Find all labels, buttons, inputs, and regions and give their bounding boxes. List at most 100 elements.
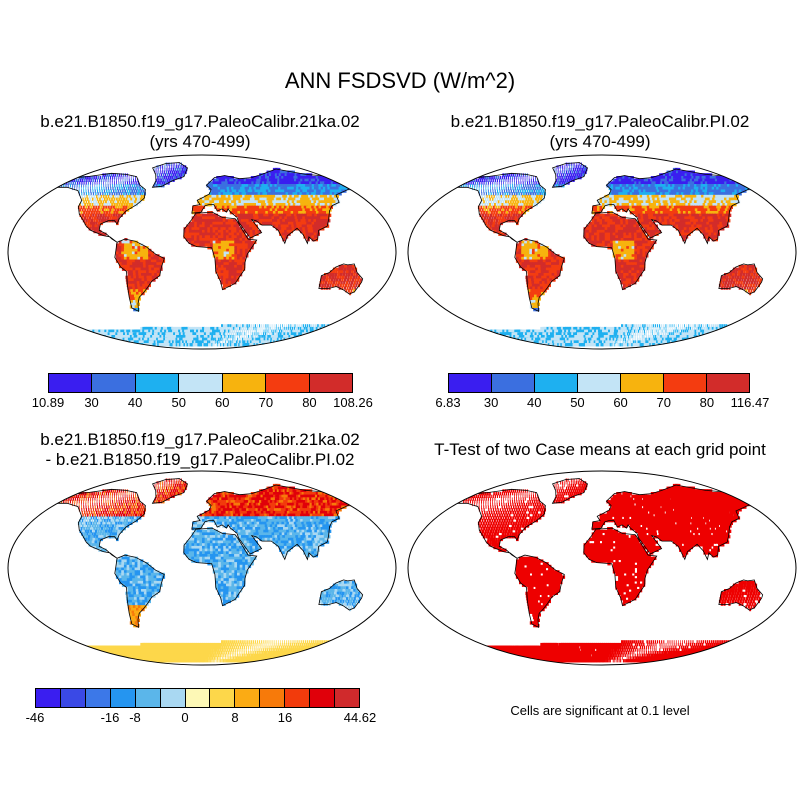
coastline-africa [583,527,658,607]
colorbar-tick-label: 70 [258,395,274,410]
colorbar-swatch [85,689,111,707]
panel-title-bottom-right: T-Test of two Case means at each grid po… [400,440,800,460]
colorbar-tick-label: 116.47 [730,395,770,410]
coastline-eurasia [591,168,756,245]
colorbar-swatch [110,689,136,707]
colorbar-swatch [179,374,223,392]
coastline-namerica [452,488,546,559]
colorbar-swatch [707,374,749,392]
colorbar-swatch [266,374,310,392]
colorbar-swatch [260,689,286,707]
colorbar-tick-label: 80 [302,395,317,410]
colorbar-tick-label: 108.26 [333,395,373,410]
colorbar-tick-label: 6.83 [435,395,461,410]
colorbar-difference [35,688,360,708]
coastline-samerica [114,238,165,312]
colorbar-tick-label: 70 [656,395,671,410]
coastline-eurasia [191,168,356,245]
coastline-africa [183,211,258,291]
coastline-greenland [151,162,188,188]
coastline-samerica [514,554,565,628]
colorbar-tick-label: 16 [277,710,293,725]
colorbar-tick-label: 44.62 [343,710,377,725]
colorbar-swatch [310,689,336,707]
significance-note: Cells are significant at 0.1 level [510,703,690,718]
colorbar-swatch [309,374,352,392]
map-border [7,154,397,350]
panel-title-line1: b.e21.B1850.f19_g17.PaleoCalibr.21ka.02 [40,430,360,449]
colorbar-swatch [235,689,261,707]
colorbar-pi [448,373,750,393]
colorbar-tick-label: 8 [231,710,239,725]
figure-title: ANN FSDSVD (W/m^2) [284,68,516,93]
coastline-namerica [52,488,146,559]
colorbar-swatch [160,689,186,707]
colorbar-swatch [60,689,86,707]
colorbar-21ka [48,373,353,393]
panel-title-bottom-left: b.e21.B1850.f19_g17.PaleoCalibr.21ka.02 … [0,430,400,470]
coastline-australia [718,579,764,611]
panel-title-line1: b.e21.B1850.f19_g17.PaleoCalibr.PI.02 [450,112,750,131]
map-border [407,470,797,666]
map-pi [407,154,797,350]
panel-title-line2: (yrs 470-499) [549,132,651,151]
coastline-greenland [551,478,588,504]
colorbar-swatch [578,374,621,392]
colorbar-swatch [210,689,236,707]
colorbar-swatch [92,374,136,392]
colorbar-swatch [535,374,578,392]
colorbar-swatch [36,689,61,707]
colorbar-tick-label: 10.89 [31,395,65,410]
map-border [407,154,797,350]
colorbar-tick-label: -16 [100,710,120,725]
colorbar-tick-label: 30 [84,395,99,410]
land-cells [456,478,761,663]
coastline-africa [583,211,658,291]
coastline-samerica [514,238,565,312]
colorbar-tick-label: 30 [483,395,499,410]
colorbar-tick-label: 80 [699,395,715,410]
colorbar-tick-label: 40 [127,395,143,410]
panel-title-line2: (yrs 470-499) [149,132,251,151]
land-cells [54,162,362,347]
land-cells [454,162,762,347]
colorbar-swatch [222,374,267,392]
colorbar-swatch [664,374,707,392]
coastline-samerica [114,554,165,628]
coastline-australia [318,579,364,611]
map-21ka [7,154,397,350]
coastline-eurasia [591,484,756,561]
panel-title-top-left: b.e21.B1850.f19_g17.PaleoCalibr.21ka.02 … [0,112,400,152]
colorbar-tick-label: 0 [181,710,189,725]
colorbar-tick-label: -8 [129,710,141,725]
panel-title-top-right: b.e21.B1850.f19_g17.PaleoCalibr.PI.02 (y… [400,112,800,152]
colorbar-tick-label: 60 [215,395,230,410]
panel-title-line2: - b.e21.B1850.f19_g17.PaleoCalibr.PI.02 [45,450,355,469]
colorbar-tick-label: 60 [613,395,628,410]
coastline-africa [183,527,258,607]
colorbar-swatch [135,689,161,707]
map-ttest [407,470,797,666]
colorbar-tick-label: 50 [171,395,186,410]
colorbar-swatch [335,689,359,707]
colorbar-swatch [621,374,664,392]
colorbar-swatch [492,374,535,392]
colorbar-swatch [49,374,93,392]
land-cells [54,478,362,663]
colorbar-tick-label: 40 [527,395,542,410]
coastline-australia [718,263,764,295]
coastline-greenland [551,162,588,188]
panel-title-line1: T-Test of two Case means at each grid po… [434,440,766,459]
colorbar-swatch [185,689,211,707]
map-difference [7,470,397,666]
panel-title-line1: b.e21.B1850.f19_g17.PaleoCalibr.21ka.02 [40,112,360,131]
colorbar-swatch [135,374,180,392]
coastline-greenland [151,478,188,504]
coastline-eurasia [191,484,356,561]
colorbar-tick-label: -46 [25,710,45,725]
colorbar-tick-label: 50 [570,395,585,410]
map-border [7,470,397,666]
coastline-namerica [452,172,546,243]
coastline-namerica [52,172,146,243]
colorbar-swatch [449,374,492,392]
